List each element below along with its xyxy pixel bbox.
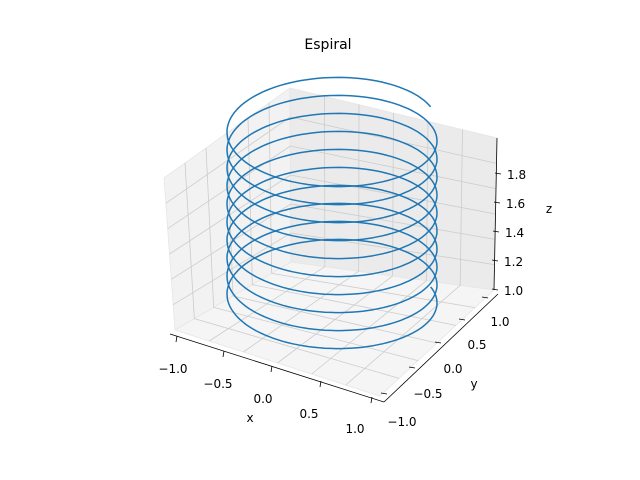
y-axis-label: y — [470, 377, 477, 391]
x-tick-mark — [270, 365, 273, 373]
chart-title: Espiral — [304, 37, 351, 53]
x-tick-label: −1.0 — [158, 362, 187, 376]
y-tick-label: 0.0 — [443, 362, 462, 376]
z-tick-label: 1.8 — [507, 168, 526, 182]
z-tick-mark — [492, 230, 500, 233]
y-tick-label: −0.5 — [413, 387, 442, 401]
y-tick-label: 0.5 — [467, 338, 486, 352]
z-tick-mark — [491, 288, 499, 291]
x-tick-label: −0.5 — [203, 377, 232, 391]
y-tick-mark — [481, 296, 489, 299]
z-tick-label: 1.0 — [504, 284, 523, 298]
axis-ticks — [175, 172, 502, 404]
z-tick-mark — [493, 201, 501, 204]
y-tick-label: −1.0 — [387, 415, 416, 429]
z-tick-mark — [491, 259, 499, 262]
z-tick-mark — [494, 172, 502, 175]
x-axis-label: x — [246, 411, 253, 425]
x-tick-mark — [370, 396, 373, 404]
y-tick-label: 1.0 — [490, 315, 509, 329]
y-tick-mark — [408, 366, 416, 369]
z-axis-line — [493, 137, 498, 291]
x-tick-mark — [175, 335, 178, 343]
grid-lines — [165, 96, 497, 386]
x-tick-mark — [319, 380, 322, 388]
grid-line-y — [271, 272, 476, 309]
y-tick-mark — [380, 392, 388, 395]
z-tick-label: 1.2 — [504, 255, 523, 269]
x-tick-label: 1.0 — [345, 422, 364, 436]
x-tick-label: 0.5 — [299, 407, 318, 421]
z-tick-label: 1.6 — [506, 197, 525, 211]
grid-line-z — [290, 116, 497, 164]
z-axis-label: z — [546, 202, 552, 216]
x-axis-line — [169, 333, 385, 403]
x-tick-label: 0.0 — [253, 392, 272, 406]
y-axis-line — [383, 293, 499, 403]
z-tick-label: 1.4 — [505, 226, 524, 240]
y-tick-mark — [458, 318, 466, 321]
y-tick-mark — [434, 341, 442, 344]
x-tick-mark — [222, 350, 225, 358]
spiral-series-line — [226, 76, 438, 350]
